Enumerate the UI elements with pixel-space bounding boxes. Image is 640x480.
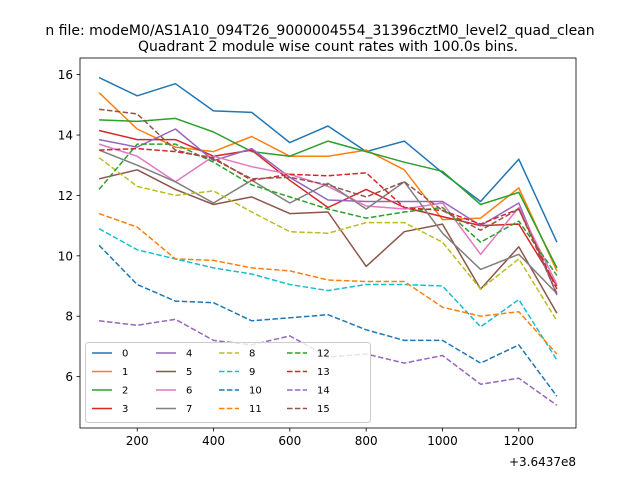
legend-label-0: 0 [122, 349, 128, 360]
x-tick-label: 1200 [503, 434, 534, 448]
plot-area: 200 400 600 800 1000 120068101214160123456789… [58, 57, 577, 448]
legend-label-13: 13 [317, 367, 330, 378]
y-tick-label: 16 [58, 68, 73, 82]
x-tick-label: 600 [278, 434, 301, 448]
legend-label-7: 7 [186, 404, 192, 415]
x-tick-label: 400 [202, 434, 225, 448]
legend-label-15: 15 [317, 404, 330, 415]
legend-label-6: 6 [186, 386, 192, 397]
legend-label-14: 14 [317, 386, 330, 397]
legend-label-10: 10 [249, 386, 262, 397]
series-line-10 [98, 244, 558, 397]
y-tick-label: 10 [58, 249, 73, 263]
chart-title: Quadrant 2 module wise count rates with … [138, 39, 518, 55]
series-line-15 [99, 108, 558, 294]
series-line-4 [98, 128, 558, 296]
y-tick-label: 8 [65, 310, 73, 324]
series-line-7 [98, 149, 558, 295]
x-tick-label: 200 [126, 434, 149, 448]
legend-label-1: 1 [122, 367, 128, 378]
series-line-2 [99, 117, 558, 269]
series-line-13 [99, 147, 558, 290]
legend-label-8: 8 [249, 349, 255, 360]
y-tick-label: 14 [58, 129, 73, 143]
axes-frame [79, 57, 577, 429]
legend-label-5: 5 [186, 367, 192, 378]
series-line-12 [98, 143, 558, 276]
chart-suptitle: n file: modeM0/AS1A10_094T26_9000004554_… [45, 23, 594, 39]
series-line-1 [98, 92, 558, 272]
series-line-8 [98, 157, 558, 322]
series-line-0 [98, 76, 558, 243]
legend-label-9: 9 [249, 367, 255, 378]
legend-label-11: 11 [249, 404, 262, 415]
legend-label-2: 2 [122, 386, 128, 397]
legend-label-12: 12 [317, 349, 330, 360]
series-line-11 [98, 212, 558, 355]
x-tick-label: 1000 [427, 434, 458, 448]
x-tick-label: 800 [355, 434, 378, 448]
x-offset-label: +3.6437e8 [509, 455, 576, 469]
y-tick-label: 12 [58, 189, 73, 203]
legend-label-3: 3 [122, 404, 128, 415]
legend-frame [85, 342, 371, 423]
y-tick-label: 6 [65, 370, 73, 384]
legend-label-4: 4 [186, 349, 192, 360]
